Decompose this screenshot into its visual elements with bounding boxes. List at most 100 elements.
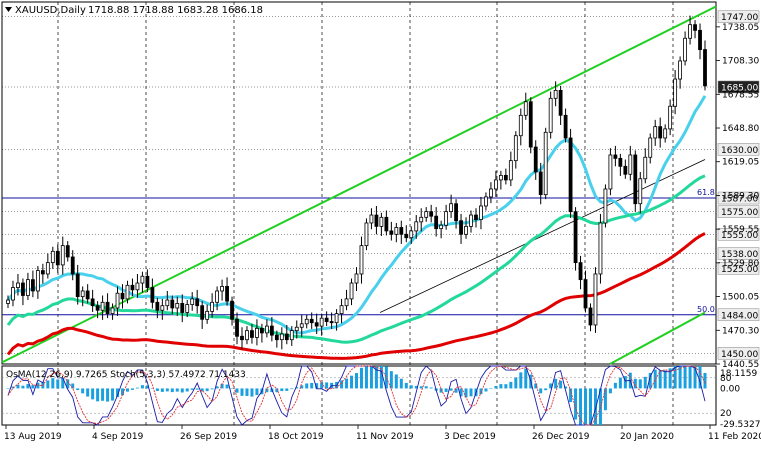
candle-body bbox=[180, 303, 185, 313]
candle-body bbox=[414, 221, 419, 232]
candle-body bbox=[309, 318, 314, 324]
osma-bar bbox=[524, 368, 528, 389]
ohlc-values: 1718.88 1718.88 1683.28 1686.18 bbox=[88, 5, 263, 16]
candle-body bbox=[578, 262, 583, 281]
osma-bar bbox=[21, 385, 25, 389]
osma-bar bbox=[359, 367, 363, 389]
candle-body bbox=[369, 214, 374, 224]
symbol-label: XAUUSD,Daily bbox=[15, 5, 86, 16]
candle-body bbox=[439, 224, 444, 230]
candle-body bbox=[653, 126, 658, 139]
osma-bar bbox=[31, 385, 35, 389]
trend-line bbox=[379, 159, 706, 313]
candle-body bbox=[80, 290, 85, 298]
osma-bar bbox=[245, 388, 249, 396]
candle-body bbox=[135, 282, 140, 291]
candle-body bbox=[498, 174, 503, 181]
osma-bar bbox=[86, 388, 90, 397]
candle-body bbox=[349, 282, 354, 300]
candle-body bbox=[464, 225, 468, 235]
osma-bar bbox=[155, 388, 159, 391]
candle-body bbox=[235, 318, 239, 337]
level-price-label: 1575.00 bbox=[721, 208, 758, 218]
osma-bar bbox=[16, 384, 20, 389]
moving-average-medium bbox=[6, 174, 706, 344]
candle-body bbox=[618, 157, 623, 167]
candle-body bbox=[210, 301, 215, 312]
osma-bar bbox=[379, 366, 383, 389]
osma-bar bbox=[285, 388, 289, 391]
osma-bar bbox=[484, 388, 488, 392]
osma-bar bbox=[255, 388, 259, 396]
price-tick-label: 1440.55 bbox=[722, 360, 759, 370]
time-tick-label: 3 Dec 2019 bbox=[444, 432, 496, 442]
candle-body bbox=[190, 298, 195, 305]
level-price-tag bbox=[717, 143, 760, 156]
candle-body bbox=[175, 303, 180, 309]
candle-body bbox=[449, 203, 453, 213]
candle-body bbox=[703, 49, 707, 87]
candle-body bbox=[489, 188, 493, 198]
osma-bar bbox=[389, 371, 393, 389]
osma-bar bbox=[220, 383, 224, 389]
osma-bar bbox=[549, 383, 553, 389]
candle-body bbox=[364, 222, 369, 247]
candle-body bbox=[563, 114, 568, 139]
osma-bar bbox=[325, 382, 329, 389]
level-price-label: 1538.00 bbox=[721, 250, 758, 260]
fib-level-label: 61.8 bbox=[697, 188, 715, 197]
osma-bar bbox=[350, 375, 354, 389]
price-tick-label: 1559.55 bbox=[722, 225, 759, 235]
price-tick-label: 1589.30 bbox=[722, 191, 759, 201]
candle-body bbox=[673, 78, 678, 107]
osma-bar bbox=[569, 388, 573, 403]
level-price-label: 1747.00 bbox=[721, 13, 758, 23]
level-price-tag bbox=[717, 347, 760, 360]
triangle-down-icon[interactable] bbox=[5, 7, 12, 12]
time-axis: 13 Aug 2019 4 Sep 2019 26 Sep 2019 18 Oct 2… bbox=[4, 425, 761, 442]
oscillator-axis-label: -29.5327 bbox=[720, 420, 760, 430]
candle-body bbox=[374, 214, 379, 227]
osma-bar bbox=[623, 376, 627, 389]
candle-body bbox=[693, 24, 697, 31]
osma-bar bbox=[633, 378, 637, 389]
osma-bar bbox=[101, 388, 105, 401]
osma-bar bbox=[310, 382, 314, 389]
osma-bar bbox=[76, 388, 80, 391]
price-tick-label: 1529.80 bbox=[722, 259, 759, 269]
osma-bar bbox=[355, 373, 358, 389]
osma-bar bbox=[678, 366, 682, 389]
candle-body bbox=[359, 245, 364, 275]
oscillator-axis-label: 0.00 bbox=[720, 384, 740, 394]
osma-bar bbox=[150, 388, 154, 389]
osma-bar bbox=[384, 366, 388, 389]
osma-bar bbox=[509, 381, 513, 389]
candle-body bbox=[429, 211, 434, 217]
grid-lines bbox=[57, 2, 674, 425]
candle-body bbox=[26, 279, 30, 296]
candle-body bbox=[503, 174, 508, 181]
osma-bar bbox=[290, 388, 294, 390]
osma-bar bbox=[235, 388, 239, 393]
price-tick-label: 1500.05 bbox=[722, 293, 759, 303]
osma-bar bbox=[429, 387, 433, 389]
channel-lines bbox=[1, 5, 717, 365]
osma-bar bbox=[11, 386, 15, 389]
candle-body bbox=[573, 211, 578, 264]
osma-bar bbox=[280, 388, 284, 392]
time-tick-label: 26 Dec 2019 bbox=[532, 432, 590, 442]
osma-bar bbox=[81, 388, 85, 394]
osma-bar bbox=[564, 386, 568, 389]
candle-body bbox=[379, 216, 384, 227]
osma-bar bbox=[121, 388, 125, 396]
level-price-tag bbox=[717, 262, 760, 275]
candle-body bbox=[304, 318, 309, 325]
osma-bar bbox=[96, 388, 100, 402]
candle-body bbox=[683, 37, 687, 62]
level-price-label: 1685.00 bbox=[721, 83, 758, 93]
level-price-tag bbox=[717, 191, 760, 205]
osma-bar bbox=[200, 388, 204, 392]
stoch-signal-line bbox=[7, 365, 706, 426]
